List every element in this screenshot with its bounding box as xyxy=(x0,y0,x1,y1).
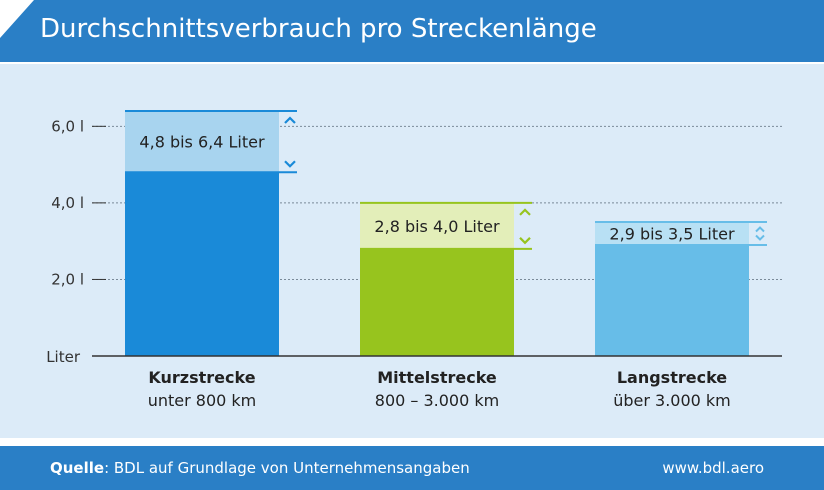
category-label-2: Langstrecke xyxy=(617,368,727,387)
category-label-0: Kurzstrecke xyxy=(148,368,255,387)
chart-title: Durchschnittsverbrauch pro Streckenlänge xyxy=(40,14,597,44)
header-banner: Durchschnittsverbrauch pro Streckenlänge xyxy=(0,0,824,62)
bar-0-range-label: 4,8 bis 6,4 Liter xyxy=(139,133,265,152)
source-text: : BDL auf Grundlage von Unternehmensanga… xyxy=(104,459,470,477)
bar-0-up-arrow-icon xyxy=(284,116,296,124)
bar-chart: 4,8 bis 6,4 Liter Kurzstrecke unter 800 km… xyxy=(46,110,782,410)
bar-2-low xyxy=(595,244,749,356)
category-subtitle-2: über 3.000 km xyxy=(613,391,731,410)
bar-2-range xyxy=(595,222,749,245)
chart-panel: 4,8 bis 6,4 Liter Kurzstrecke unter 800 km… xyxy=(0,64,824,438)
category-subtitle-1: 800 – 3.000 km xyxy=(375,391,499,410)
bar-0-low xyxy=(125,172,279,356)
category-subtitle-0: unter 800 km xyxy=(148,391,257,410)
website-link[interactable]: www.bdl.aero xyxy=(662,459,764,477)
bar-2-down-arrow-icon xyxy=(755,234,765,241)
bar-1-down-arrow-icon xyxy=(519,237,531,245)
category-label-1: Mittelstrecke xyxy=(377,368,497,387)
bar-0-down-arrow-icon xyxy=(284,160,296,168)
bar-1-range-label: 2,8 bis 4,0 Liter xyxy=(374,217,500,236)
header-shape xyxy=(0,0,824,62)
y-axis-label: Liter xyxy=(46,348,81,366)
source-note: Quelle: BDL auf Grundlage von Unternehme… xyxy=(50,459,470,477)
bar-2-up-arrow-icon xyxy=(755,226,765,233)
y-tick-label-0: 2,0 l xyxy=(51,270,84,288)
bar-1-up-arrow-icon xyxy=(519,208,531,216)
bar-1-range xyxy=(360,202,514,249)
bar-1-low xyxy=(360,248,514,356)
footer-bar: Quelle: BDL auf Grundlage von Unternehme… xyxy=(0,446,824,490)
y-tick-label-2: 6,0 l xyxy=(51,117,84,135)
source-label: Quelle xyxy=(50,459,105,477)
y-tick-label-1: 4,0 l xyxy=(51,194,84,212)
bar-0-range xyxy=(125,111,279,173)
bar-2-range-label: 2,9 bis 3,5 Liter xyxy=(609,225,735,244)
